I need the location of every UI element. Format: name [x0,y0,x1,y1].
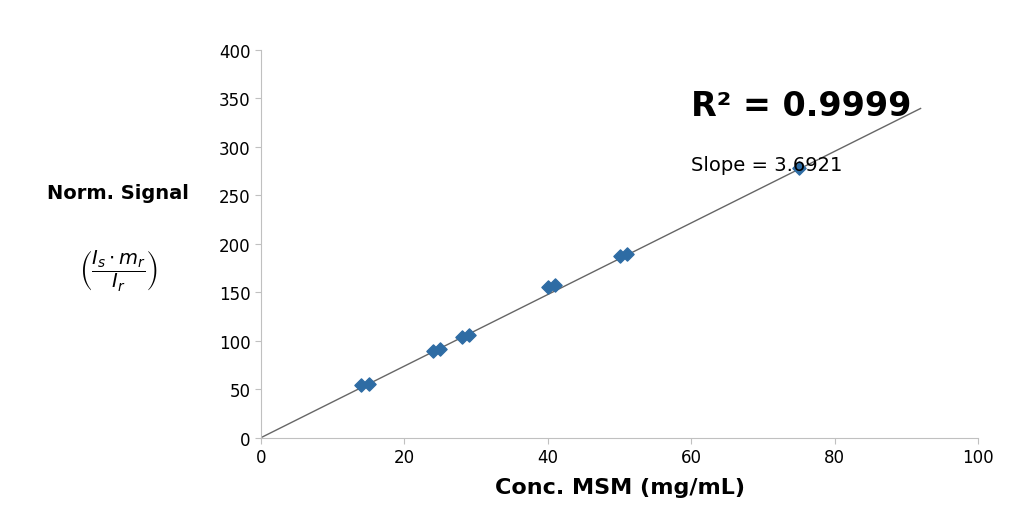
Point [461,331,477,340]
X-axis label: Conc. MSM (mg/mL): Conc. MSM (mg/mL) [495,477,744,497]
Point [353,381,370,389]
Point [791,165,807,173]
Point [547,282,563,290]
Point [360,380,377,389]
Text: R² = 0.9999: R² = 0.9999 [691,90,911,123]
Point [540,284,556,292]
Text: $\left(\dfrac{I_s \cdot m_r}{I_r}\right)$: $\left(\dfrac{I_s \cdot m_r}{I_r}\right)… [79,247,157,292]
Text: Norm. Signal: Norm. Signal [47,184,188,203]
Point [425,348,441,356]
Text: Slope = 3.6921: Slope = 3.6921 [691,155,843,174]
Point [454,333,470,341]
Point [611,253,628,261]
Point [432,346,449,354]
Point [618,251,635,259]
